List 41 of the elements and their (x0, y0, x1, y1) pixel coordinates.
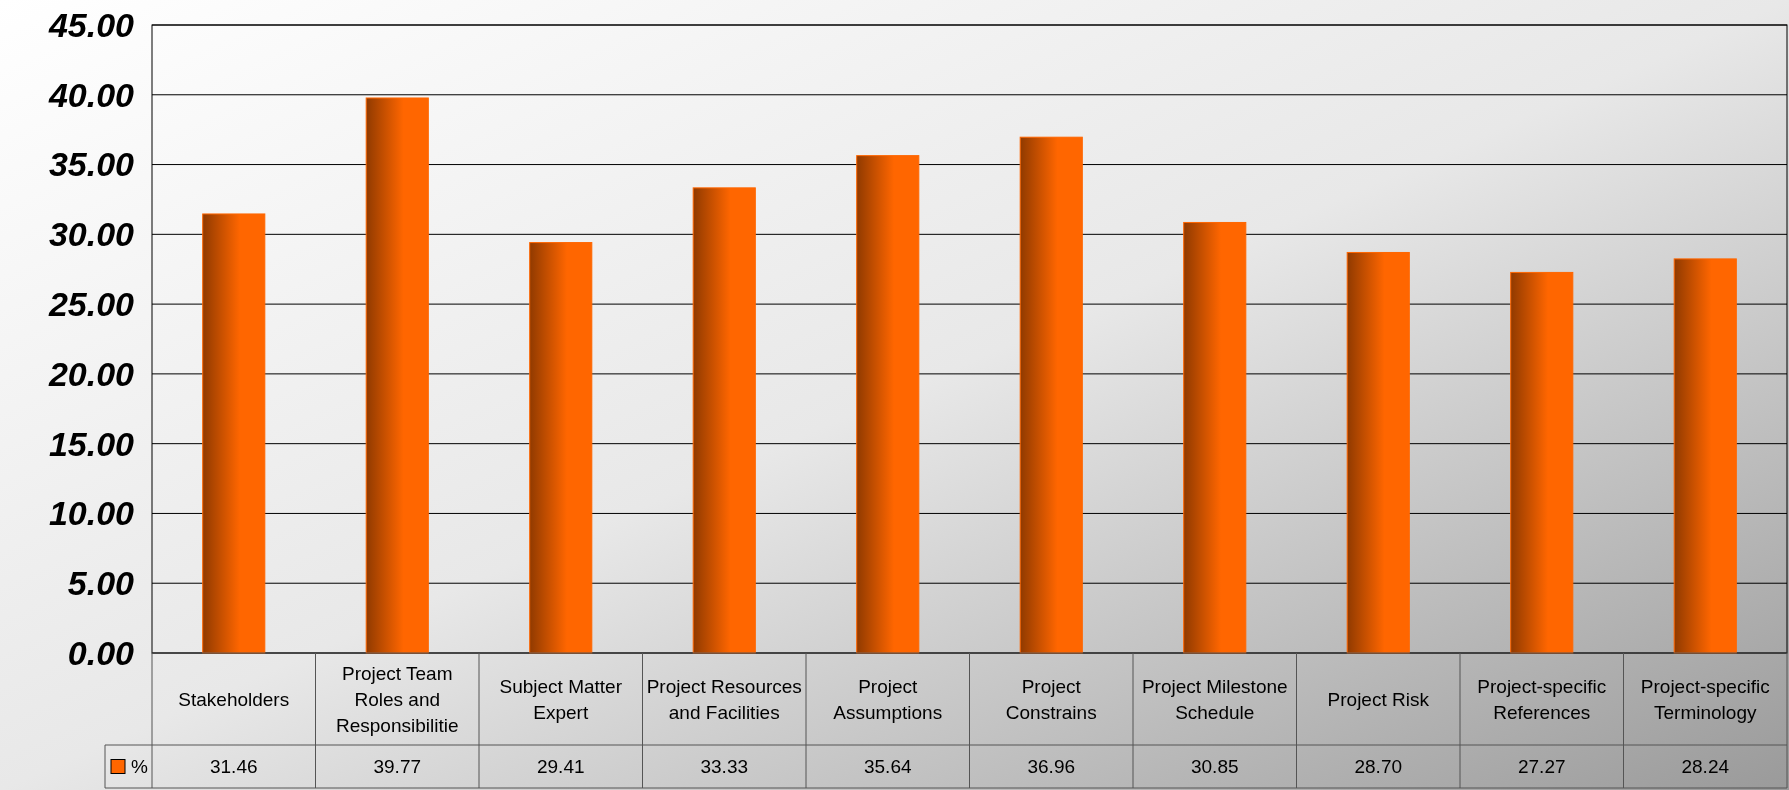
x-tick-label: Project Assumptions (833, 675, 943, 723)
x-tick-label: Project-specific References (1477, 675, 1607, 723)
data-label: 31.46 (209, 756, 258, 778)
bar (1510, 271, 1574, 654)
y-tick-label: 30.00 (48, 215, 135, 254)
x-tick-label: Project Risk (1327, 688, 1430, 710)
bar (692, 187, 756, 654)
bar (365, 97, 429, 654)
data-label: 27.27 (1517, 756, 1566, 778)
data-label: 33.33 (700, 756, 749, 778)
y-tick-label: 40.00 (47, 75, 135, 114)
data-label: 30.85 (1190, 756, 1239, 778)
bar (1673, 258, 1737, 654)
bar (529, 242, 593, 654)
data-label: 28.24 (1681, 756, 1730, 778)
y-tick-label: 0.00 (67, 633, 135, 672)
y-tick-label: 10.00 (48, 494, 135, 533)
x-tick-label: Project Team Roles and Responsibilitie (335, 662, 459, 736)
bar (202, 213, 266, 654)
bar (1183, 221, 1247, 654)
x-tick-label: Subject Matter Expert (499, 675, 623, 723)
x-tick-label: Stakeholders (178, 688, 290, 710)
y-tick-label: 5.00 (67, 564, 135, 603)
x-tick-label: Project Constrains (1005, 675, 1097, 723)
x-tick-label: Project-specific Terminology (1640, 675, 1770, 723)
data-label: 35.64 (863, 756, 912, 778)
data-label: 39.77 (373, 756, 422, 778)
x-tick-label: Project Milestone Schedule (1141, 675, 1288, 723)
data-label: 36.96 (1027, 756, 1076, 778)
data-label: 28.70 (1354, 756, 1403, 778)
bar (856, 155, 920, 654)
legend-label: % (131, 756, 148, 778)
y-tick-label: 45.00 (47, 5, 135, 44)
y-tick-label: 15.00 (48, 424, 135, 463)
bar (1019, 136, 1083, 654)
y-tick-label: 20.00 (47, 354, 135, 393)
data-label: 29.41 (536, 756, 585, 778)
y-tick-label: 25.00 (47, 285, 135, 324)
x-tick-label: Project Resources and Facilities (646, 675, 802, 723)
y-tick-label: 35.00 (48, 145, 135, 184)
bar (1346, 251, 1410, 654)
